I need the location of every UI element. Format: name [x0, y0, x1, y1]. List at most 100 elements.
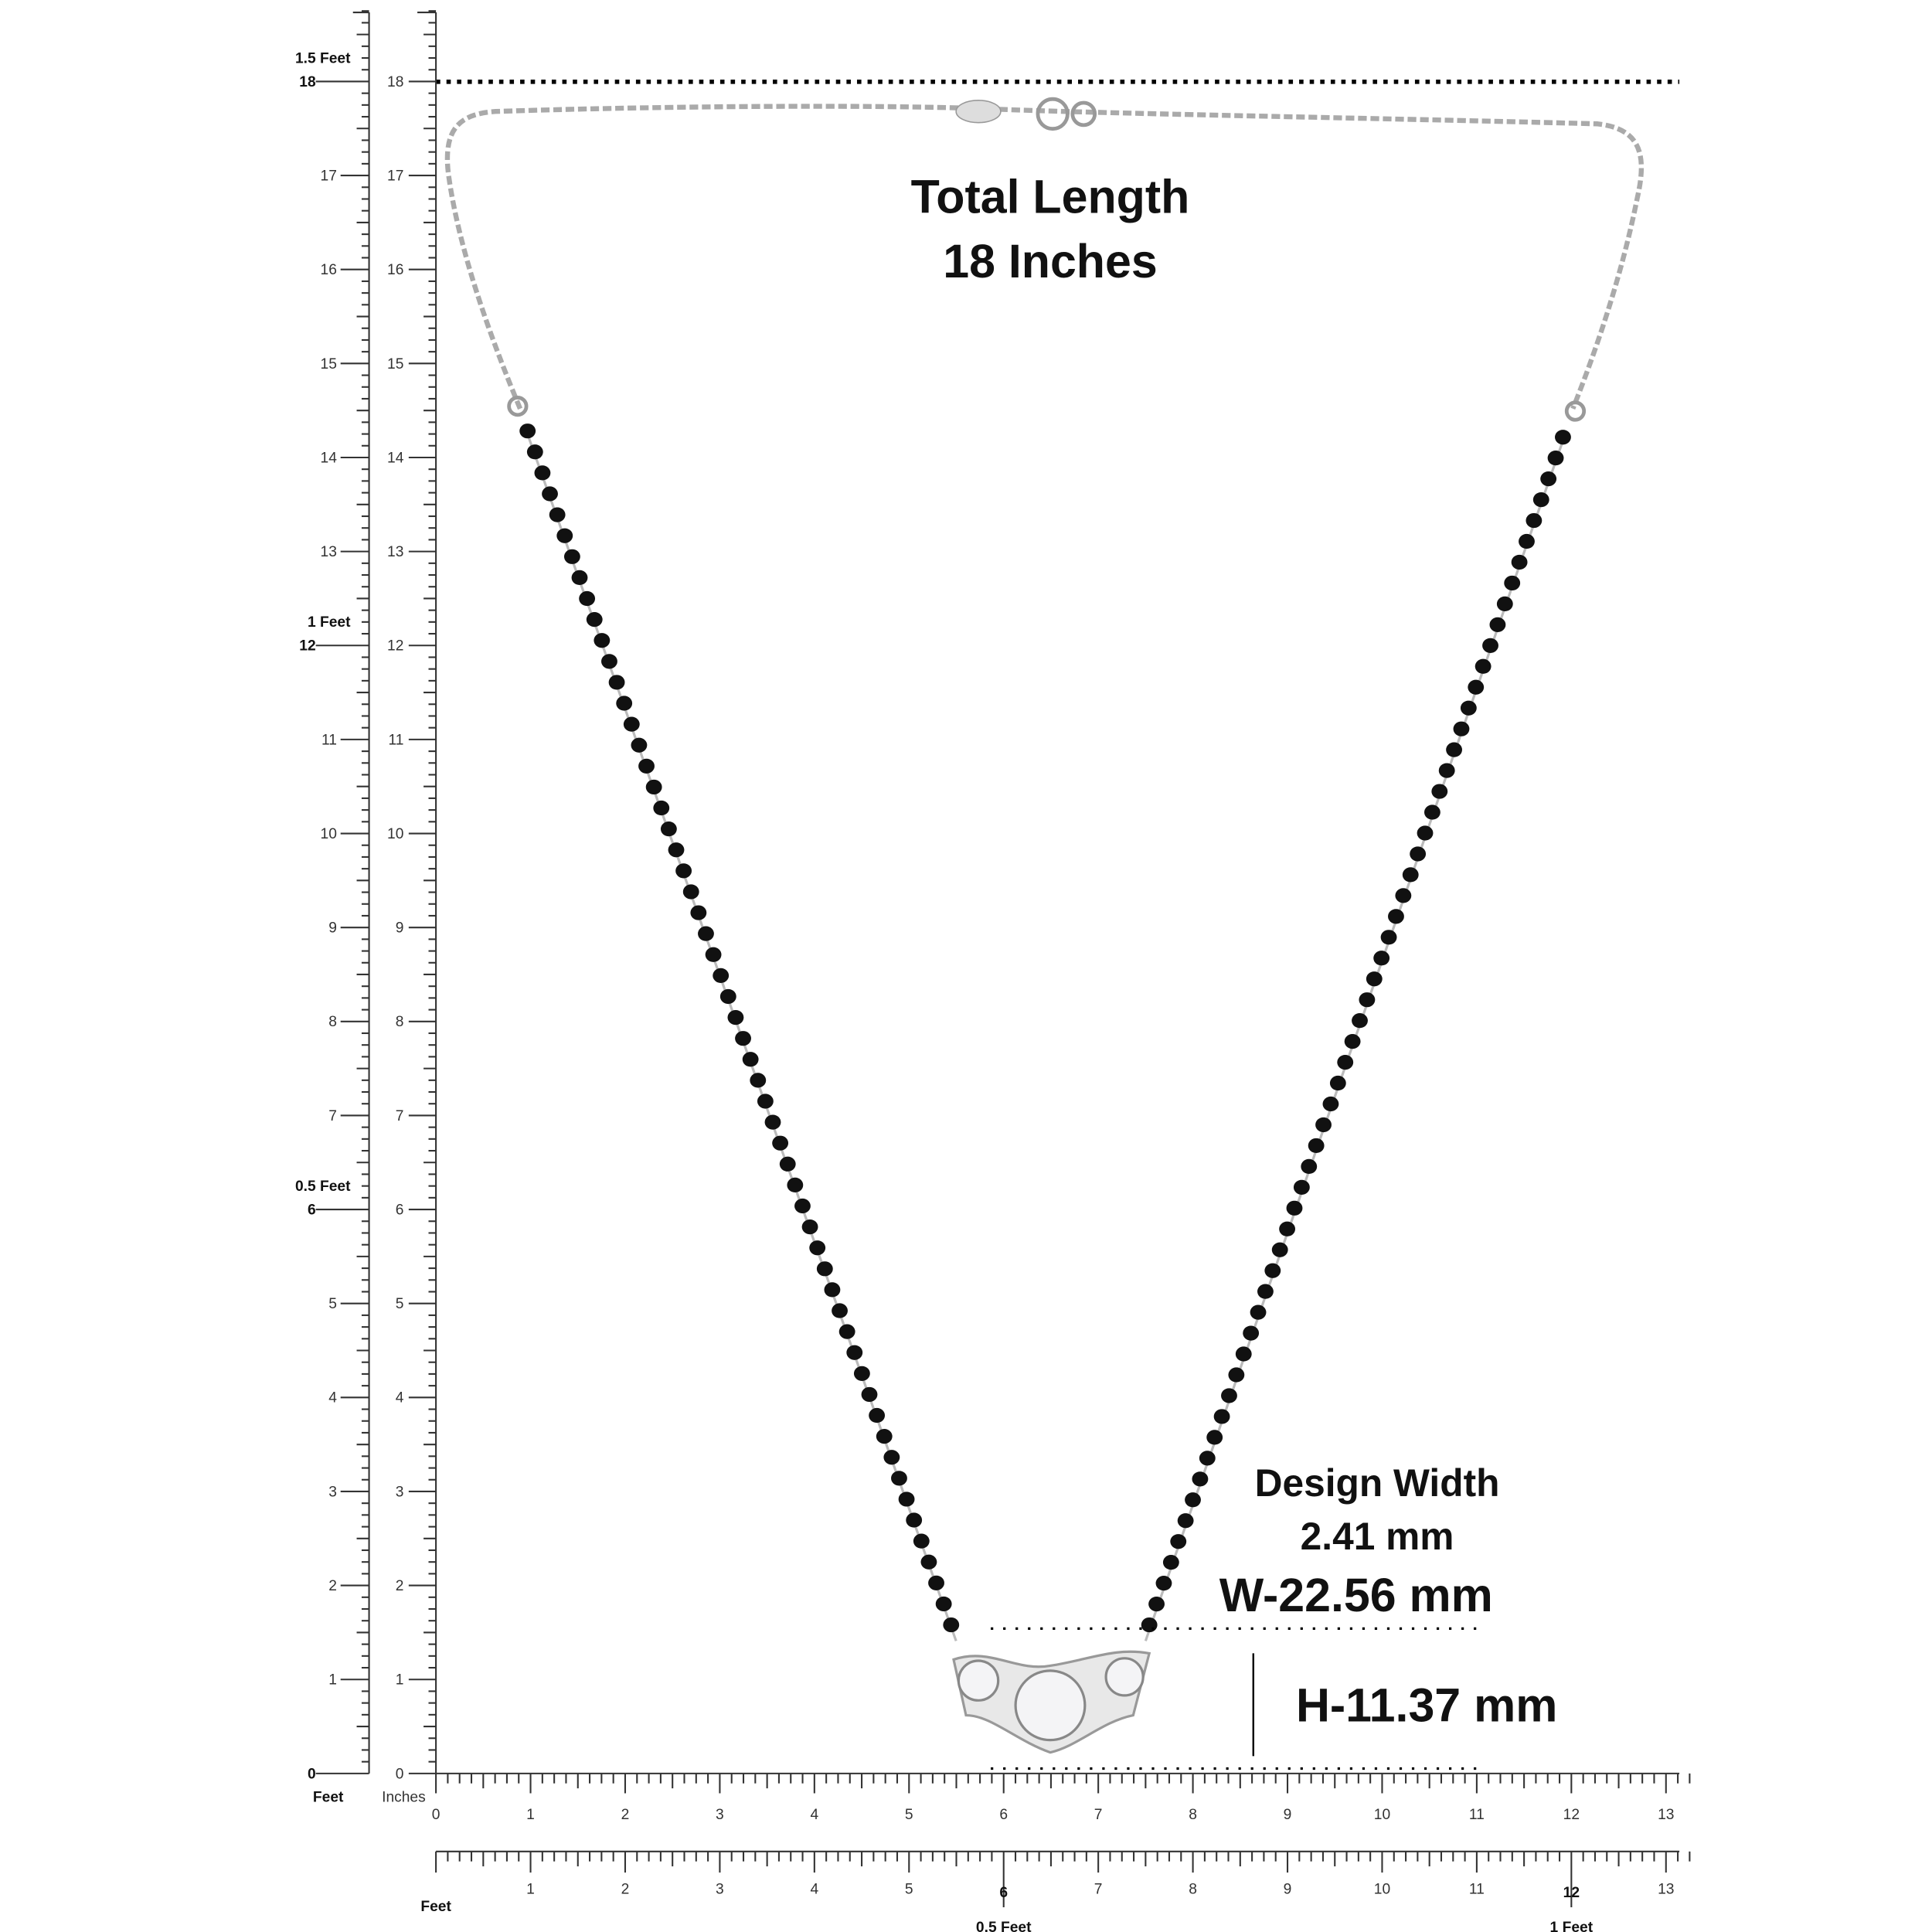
clasp-ring: [1036, 97, 1070, 131]
bead: [1540, 471, 1557, 487]
tick-label: 10: [1374, 1807, 1390, 1823]
bead: [556, 528, 573, 543]
tick-label: 8: [1189, 1807, 1197, 1823]
bead: [1423, 804, 1440, 820]
bead: [898, 1492, 915, 1507]
bead: [1519, 533, 1535, 549]
bead: [519, 423, 536, 439]
tick-label: 11: [1469, 1881, 1485, 1897]
bead: [1438, 763, 1455, 778]
design-width-label: Design Width: [1255, 1461, 1500, 1505]
tick-label: 3: [328, 1484, 337, 1500]
bead: [1380, 930, 1397, 945]
tick-label: 9: [1284, 1807, 1292, 1823]
bead: [1206, 1430, 1223, 1445]
bead: [1417, 825, 1434, 841]
heading: Total Length: [911, 171, 1190, 223]
bead: [1221, 1388, 1237, 1403]
bead: [1496, 596, 1513, 612]
tick-label: 0: [308, 1766, 316, 1782]
tick-label: 12: [387, 638, 403, 655]
bead: [668, 842, 685, 858]
bead: [816, 1261, 833, 1277]
bead: [1315, 1117, 1332, 1133]
bead: [1286, 1200, 1303, 1216]
bead: [1185, 1492, 1201, 1508]
tick-label: 1: [526, 1807, 535, 1823]
unit-label: Inches: [382, 1790, 426, 1806]
bead: [742, 1052, 759, 1067]
bead: [1235, 1346, 1252, 1362]
tick-label: 10: [387, 826, 403, 842]
tick-label: 12: [299, 638, 315, 655]
bead: [1148, 1596, 1165, 1612]
tick-label: 16: [321, 262, 337, 278]
bead: [1170, 1534, 1187, 1549]
bead: [1141, 1617, 1158, 1633]
tick-label: 0: [432, 1807, 440, 1823]
feet-label: 1 Feet: [1550, 1920, 1594, 1932]
tick-label: 15: [321, 356, 337, 372]
bead: [1453, 721, 1470, 736]
bead: [542, 486, 558, 502]
bead: [586, 612, 603, 628]
bead: [1555, 430, 1571, 445]
bead: [638, 758, 655, 774]
bead: [1243, 1325, 1260, 1341]
tick-label: 4: [810, 1807, 818, 1823]
tick-label: 12: [1563, 1885, 1580, 1901]
bead: [705, 947, 722, 962]
bead: [1395, 888, 1412, 903]
tick-label: 13: [1658, 1881, 1674, 1897]
bead: [1213, 1409, 1230, 1424]
tick-label: 0: [396, 1766, 404, 1782]
bead: [526, 444, 543, 460]
unit-label: Feet: [420, 1899, 451, 1915]
bead: [1293, 1179, 1310, 1195]
bead: [1468, 679, 1485, 695]
bead: [1446, 742, 1462, 757]
bead: [794, 1198, 811, 1214]
tick-label: 6: [999, 1885, 1008, 1901]
bead: [1547, 451, 1564, 466]
bead: [579, 590, 596, 607]
bead: [1250, 1304, 1267, 1320]
tick-label: 2: [621, 1807, 630, 1823]
tick-label: 6: [396, 1202, 404, 1218]
tick-label: 13: [321, 544, 337, 560]
tick-label: 11: [388, 732, 403, 748]
tick-label: 3: [716, 1881, 724, 1897]
bead: [1344, 1034, 1361, 1049]
bead: [645, 779, 662, 795]
tick-label: 7: [396, 1108, 404, 1124]
bead: [1366, 971, 1383, 987]
jump-ring: [1564, 400, 1587, 422]
tick-label: 4: [396, 1390, 404, 1406]
bead: [913, 1533, 930, 1549]
jump-ring: [507, 396, 529, 417]
tick-label: 10: [321, 826, 337, 842]
bead: [906, 1512, 923, 1528]
bead: [608, 675, 625, 690]
bead: [1162, 1555, 1179, 1570]
tick-label: 7: [328, 1108, 337, 1124]
tick-label: 13: [387, 544, 403, 560]
bead: [563, 549, 580, 564]
bead: [883, 1450, 900, 1465]
bead: [824, 1282, 841, 1298]
tick-label: 6: [999, 1807, 1008, 1823]
tick-label: 5: [905, 1807, 913, 1823]
width-label: W-22.56 mm: [1219, 1569, 1493, 1621]
tick-label: 15: [387, 356, 403, 372]
bead: [1279, 1221, 1296, 1236]
tick-label: 1: [396, 1672, 404, 1689]
tick-label: 9: [396, 920, 404, 937]
tick-label: 1: [526, 1881, 535, 1897]
bead: [594, 633, 611, 648]
bead: [549, 507, 566, 522]
tick-label: 7: [1094, 1807, 1103, 1823]
bead: [1402, 867, 1419, 883]
bead: [1388, 909, 1404, 924]
